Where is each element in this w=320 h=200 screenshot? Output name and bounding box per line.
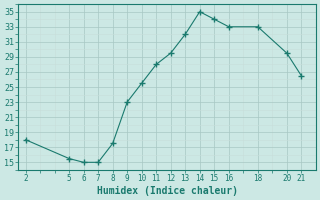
X-axis label: Humidex (Indice chaleur): Humidex (Indice chaleur)	[97, 186, 237, 196]
